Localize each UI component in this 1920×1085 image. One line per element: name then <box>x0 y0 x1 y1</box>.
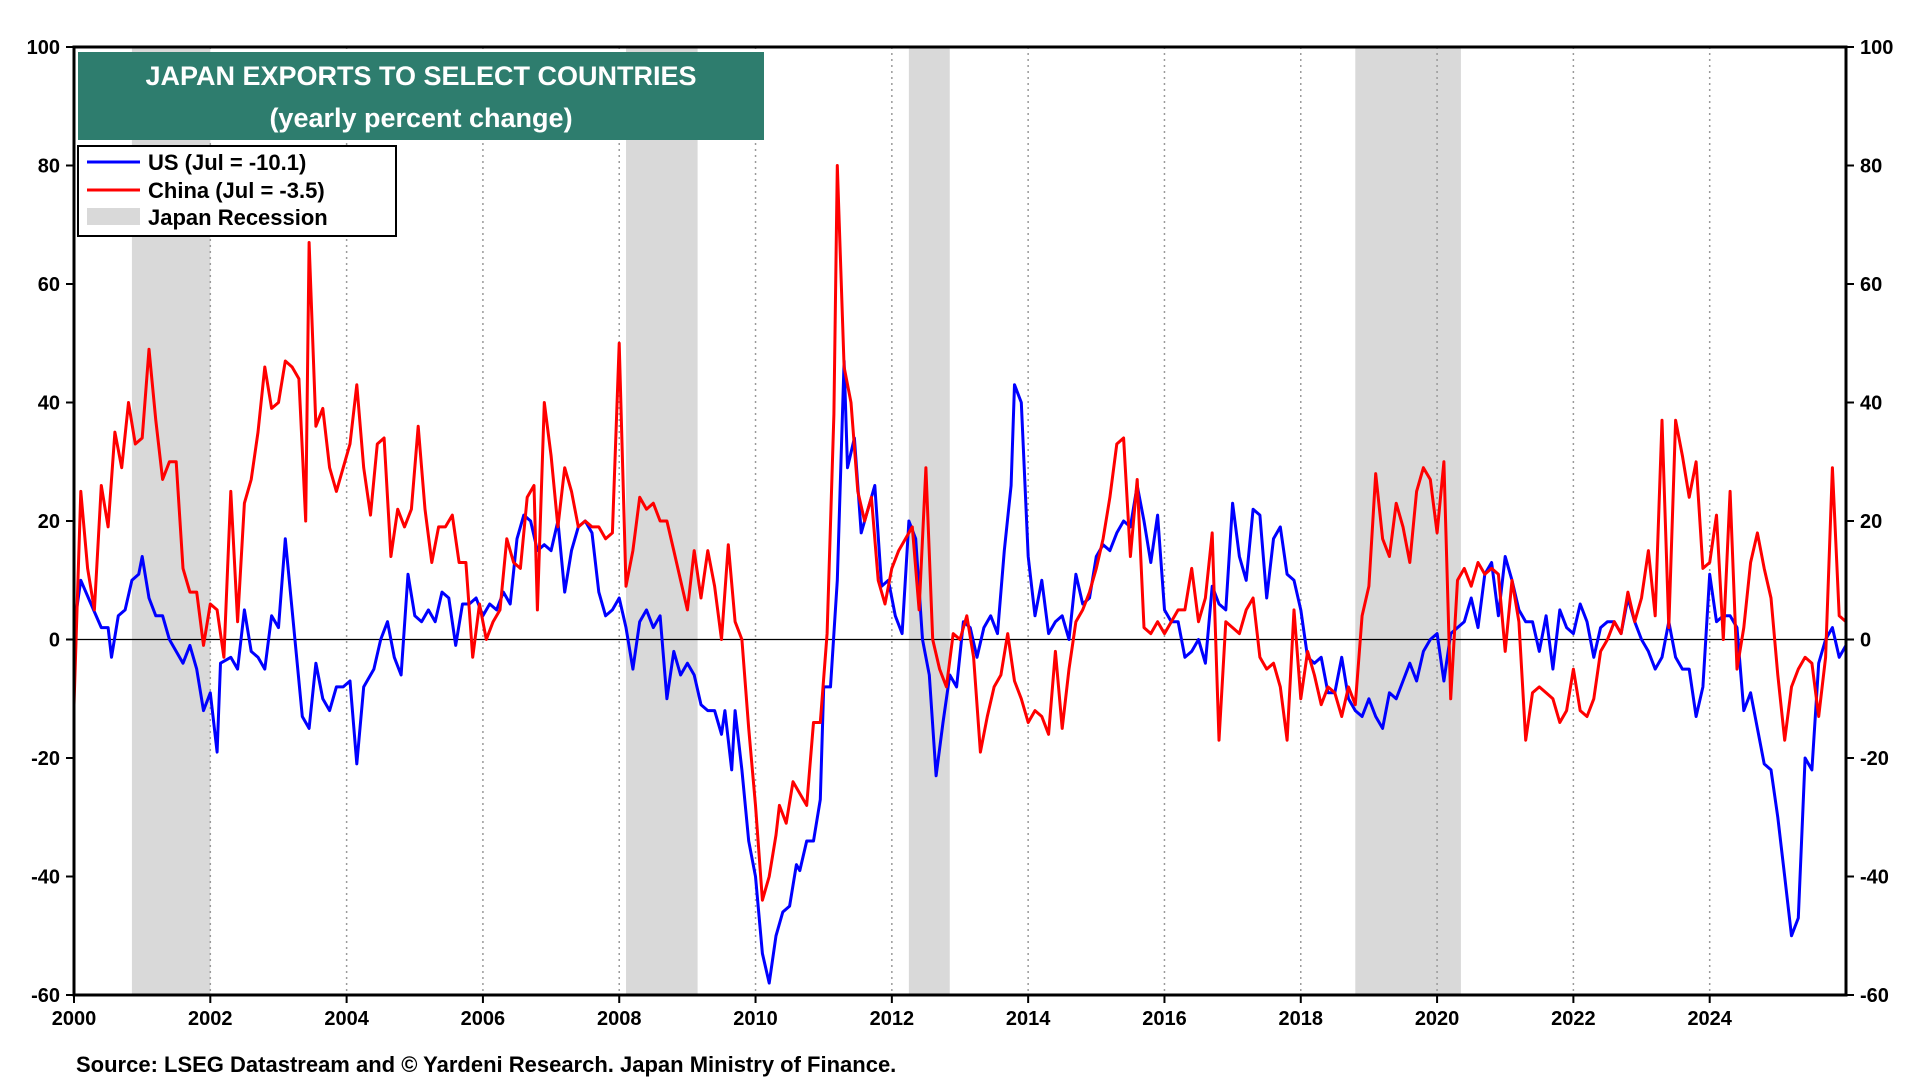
x-tick-label-2020: 2020 <box>1415 1008 1460 1030</box>
left-tick-label-60: 60 <box>38 274 60 296</box>
left-tick-label-80: 80 <box>38 156 60 178</box>
x-tick-label-2012: 2012 <box>870 1008 915 1030</box>
right-tick-label-80: 80 <box>1860 156 1882 178</box>
x-tick-label-2018: 2018 <box>1279 1008 1324 1030</box>
legend-label-china: China (Jul = -3.5) <box>148 178 325 203</box>
left-tick-label--20: -20 <box>31 748 60 770</box>
title-box: JAPAN EXPORTS TO SELECT COUNTRIES (yearl… <box>78 52 764 140</box>
series-line-china <box>72 164 1847 902</box>
x-tick-label-2014: 2014 <box>1006 1008 1051 1030</box>
title-box-background <box>78 52 764 140</box>
left-tick-label--40: -40 <box>31 867 60 889</box>
x-tick-label-2000: 2000 <box>52 1008 97 1030</box>
left-tick-label-20: 20 <box>38 511 60 533</box>
x-axis: 2000 2002 2004 2006 2008 2010 2012 2014 2016 2018… <box>52 995 1733 1030</box>
chart-subtitle: (yearly percent change) <box>269 103 572 133</box>
right-tick-label--40: -40 <box>1860 867 1889 889</box>
series-line-us <box>72 359 1848 985</box>
legend: US (Jul = -10.1) China (Jul = -3.5) Japa… <box>77 145 397 237</box>
x-tick-label-2006: 2006 <box>461 1008 506 1030</box>
legend-label-us: US (Jul = -10.1) <box>148 150 306 175</box>
left-tick-label-0: 0 <box>49 630 60 652</box>
chart-title: JAPAN EXPORTS TO SELECT COUNTRIES <box>145 61 696 91</box>
x-tick-label-2004: 2004 <box>324 1008 369 1030</box>
right-tick-label--20: -20 <box>1860 748 1889 770</box>
right-tick-label-20: 20 <box>1860 511 1882 533</box>
left-tick-label--60: -60 <box>31 985 60 1007</box>
left-y-axis: -60 -40 -20 0 20 40 60 80 100 <box>27 37 74 1007</box>
right-tick-label--60: -60 <box>1860 985 1889 1007</box>
right-tick-label-100: 100 <box>1860 37 1893 59</box>
x-tick-label-2002: 2002 <box>188 1008 233 1030</box>
left-tick-label-40: 40 <box>38 393 60 415</box>
right-tick-label-40: 40 <box>1860 393 1882 415</box>
legend-swatch-recession <box>87 208 140 225</box>
x-tick-label-2016: 2016 <box>1142 1008 1187 1030</box>
x-tick-label-2022: 2022 <box>1551 1008 1596 1030</box>
right-tick-label-0: 0 <box>1860 630 1871 652</box>
x-tick-label-2008: 2008 <box>597 1008 642 1030</box>
x-tick-label-2024: 2024 <box>1687 1008 1732 1030</box>
right-y-axis: -60 -40 -20 0 20 40 60 80 100 <box>1846 37 1893 1007</box>
grid-layer <box>209 47 1711 995</box>
left-tick-label-100: 100 <box>27 37 60 59</box>
legend-label-recession: Japan Recession <box>148 205 328 230</box>
series-layer <box>72 164 1848 985</box>
source-note: Source: LSEG Datastream and © Yardeni Re… <box>76 1052 896 1077</box>
x-tick-label-2010: 2010 <box>733 1008 778 1030</box>
right-tick-label-60: 60 <box>1860 274 1882 296</box>
